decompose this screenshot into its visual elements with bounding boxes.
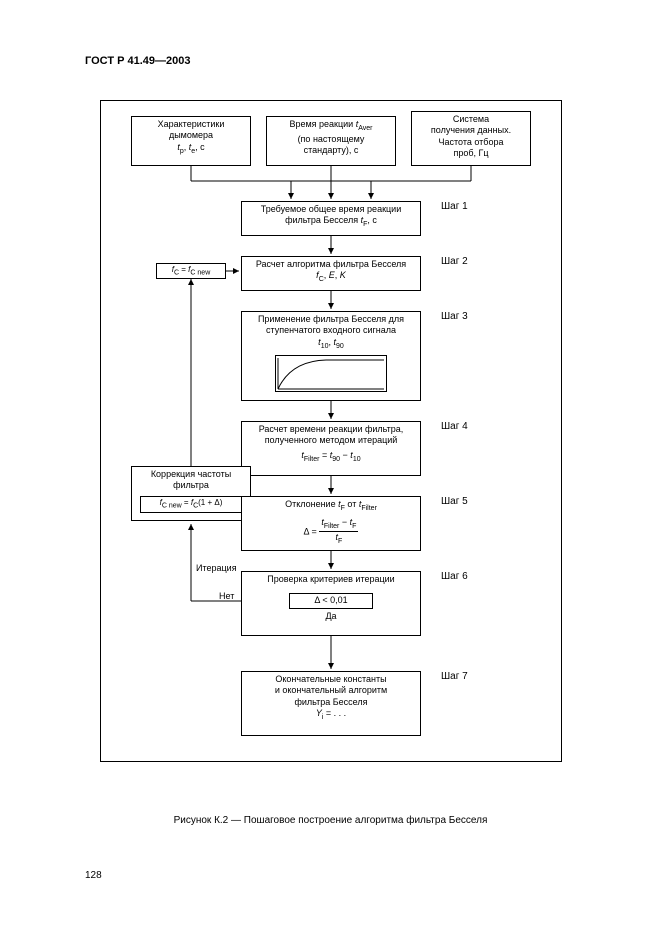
text: Δ < 0,01	[314, 595, 347, 605]
iteration-label: Итерация	[196, 563, 237, 573]
yes-label: Да	[325, 611, 336, 621]
step-4-label: Шаг 4	[441, 421, 468, 432]
text: Применение фильтра Бесселя для	[258, 314, 404, 324]
step-3-label: Шаг 3	[441, 311, 468, 322]
text: Расчет времени реакции фильтра,	[259, 424, 404, 434]
text: и окончательный алгоритм	[275, 685, 387, 695]
text: Окончательные константы	[275, 674, 386, 684]
step-2-box: Расчет алгоритма фильтра Бесселя fC, E, …	[241, 256, 421, 291]
step-5-box: Отклонение tF от tFilter Δ = tFilter − t…	[241, 496, 421, 551]
text: дымомера	[169, 130, 213, 140]
text: Система	[453, 114, 489, 124]
step-7-label: Шаг 7	[441, 671, 468, 682]
input-smoke-meter: Характеристики дымомера tp, te, c	[131, 116, 251, 166]
step-7-box: Окончательные константы и окончательный …	[241, 671, 421, 736]
step-6-label: Шаг 6	[441, 571, 468, 582]
assign-box: fC = fC new	[156, 263, 226, 279]
text: фильтра Бесселя	[294, 697, 367, 707]
text: Расчет алгоритма фильтра Бесселя	[256, 259, 406, 269]
text: Требуемое общее время реакции	[261, 204, 401, 214]
page: ГОСТ Р 41.49—2003 128 Рисунок К.2 — Поша…	[0, 0, 661, 936]
input-reaction-time: Время реакции tAver (по настоящему станд…	[266, 116, 396, 166]
text: Характеристики	[158, 119, 225, 129]
step-1-box: Требуемое общее время реакции фильтра Бе…	[241, 201, 421, 236]
no-label: Нет	[219, 591, 234, 601]
step-1-label: Шаг 1	[441, 201, 468, 212]
text: стандарту), с	[304, 145, 359, 155]
figure-caption: Рисунок К.2 — Пошаговое построение алгор…	[0, 815, 661, 826]
step-4-box: Расчет времени реакции фильтра, полученн…	[241, 421, 421, 476]
step-3-box: Применение фильтра Бесселя для ступенчат…	[241, 311, 421, 401]
text: Проверка критериев итерации	[267, 574, 394, 584]
step-5-label: Шаг 5	[441, 496, 468, 507]
text: (по настоящему	[298, 134, 365, 144]
text: получения данных.	[431, 125, 511, 135]
text: Частота отбора	[439, 137, 504, 147]
input-data-system: Система получения данных. Частота отбора…	[411, 111, 531, 166]
step-2-label: Шаг 2	[441, 256, 468, 267]
step-6-box: Проверка критериев итерации Δ < 0,01 Да	[241, 571, 421, 636]
standard-header: ГОСТ Р 41.49—2003	[85, 55, 190, 67]
text: фильтра	[173, 480, 209, 490]
correction-box: Коррекция частоты фильтра fC new = fC(1 …	[131, 466, 251, 521]
text: полученного методом итераций	[265, 435, 398, 445]
condition-box: Δ < 0,01	[289, 593, 373, 608]
text: Коррекция частоты	[151, 469, 231, 479]
text: проб, Гц	[453, 148, 488, 158]
text: ступенчатого входного сигнала	[266, 325, 396, 335]
page-number: 128	[85, 870, 102, 881]
diagram-frame: Характеристики дымомера tp, te, c Время …	[100, 100, 562, 762]
